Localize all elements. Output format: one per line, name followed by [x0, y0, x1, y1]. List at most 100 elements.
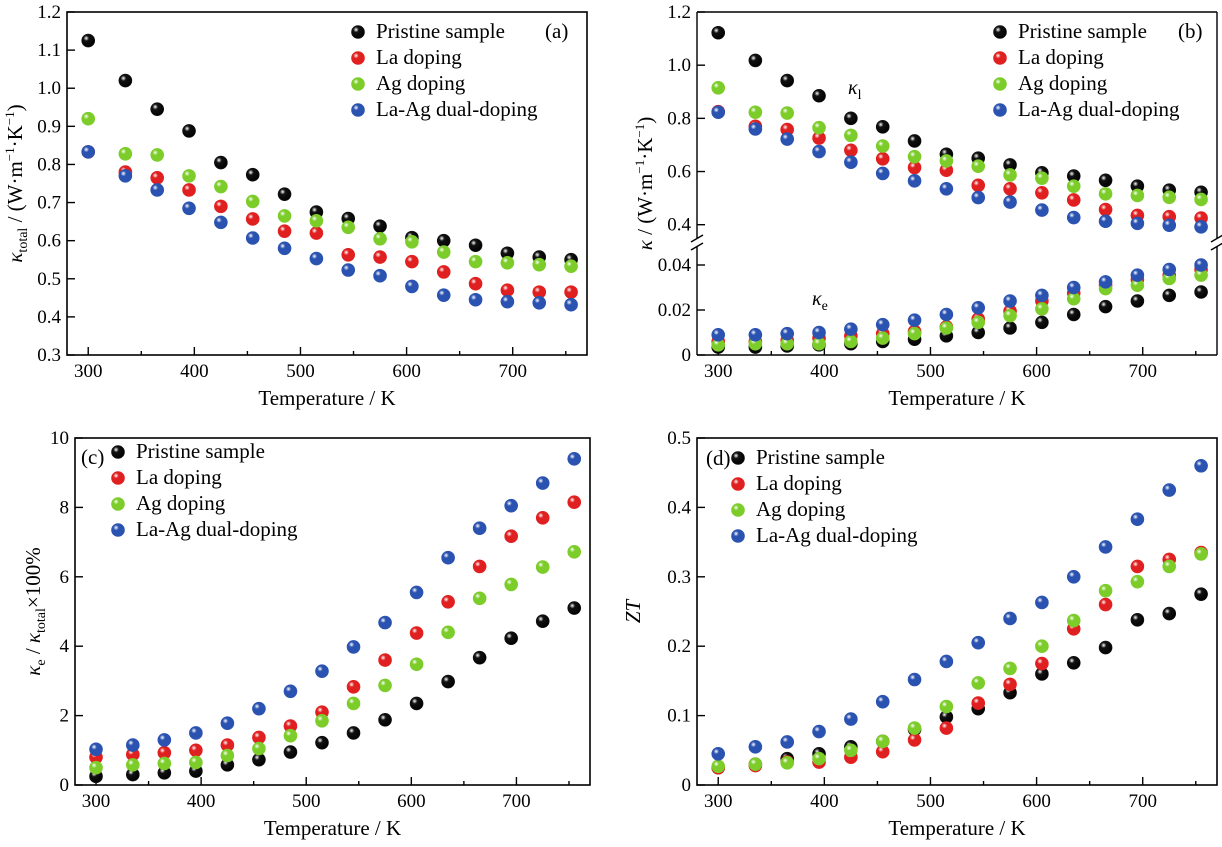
- x-axis-label: Temperature / K: [258, 386, 395, 410]
- data-point: [844, 743, 858, 758]
- data-point: [504, 631, 518, 646]
- lattice-series-ag-doping: [711, 80, 1208, 207]
- data-point: [812, 120, 826, 135]
- data-point: [939, 307, 954, 322]
- y-tick-label: 0.8: [37, 154, 61, 175]
- data-point: [711, 746, 726, 761]
- panel-label: (c): [81, 445, 104, 469]
- legend-entry: Ag doping: [1018, 71, 1108, 95]
- legend-entry: Pristine sample: [136, 439, 265, 463]
- annotation-label: κl: [848, 77, 862, 103]
- data-point: [1003, 611, 1017, 626]
- data-point: [875, 151, 890, 166]
- data-point: [907, 326, 922, 341]
- legend-marker: [731, 503, 745, 517]
- data-point: [812, 724, 826, 739]
- data-point: [277, 241, 292, 256]
- data-point: [504, 529, 518, 544]
- data-point: [1098, 597, 1113, 612]
- y-tick-label: 1.2: [667, 2, 691, 23]
- x-tick-label: 300: [704, 361, 733, 382]
- data-point: [1035, 203, 1049, 217]
- y-tick-label: 0.3: [37, 345, 61, 366]
- data-point: [875, 166, 890, 181]
- series-la-ag-dual-doping: [89, 452, 582, 757]
- legend-marker: [351, 25, 365, 39]
- data-point: [1066, 656, 1081, 670]
- series-pristine-sample: [89, 601, 582, 784]
- data-point: [441, 625, 455, 640]
- legend-entry: La-Ag dual-doping: [1018, 97, 1180, 121]
- data-point: [1162, 218, 1177, 233]
- data-point: [1194, 192, 1208, 207]
- data-point: [535, 476, 550, 490]
- data-point: [214, 215, 228, 230]
- data-point: [309, 251, 324, 266]
- data-point: [126, 738, 140, 752]
- data-point: [844, 143, 858, 158]
- data-point: [812, 751, 826, 766]
- y-tick-label: 4: [60, 636, 70, 657]
- data-point: [472, 559, 487, 574]
- data-point: [309, 226, 324, 240]
- data-point: [1194, 285, 1208, 299]
- data-point: [283, 728, 298, 743]
- data-point: [436, 245, 451, 259]
- legend-entry: La doping: [136, 465, 222, 489]
- data-point: [907, 174, 922, 188]
- data-point: [971, 190, 986, 205]
- data-point: [1003, 677, 1017, 692]
- y-tick-label: 1.0: [37, 78, 61, 99]
- y-tick-label: 0: [682, 775, 692, 796]
- axis-break-mark: [690, 234, 704, 243]
- y-tick-label: 1.1: [37, 40, 61, 61]
- data-point: [436, 265, 451, 279]
- y-tick-label: 0.5: [667, 428, 691, 449]
- data-point: [1162, 559, 1177, 574]
- y-tick-label: 0.04: [658, 255, 692, 276]
- y-tick-label: 8: [60, 497, 70, 518]
- data-point: [1162, 288, 1177, 303]
- data-point: [1003, 195, 1017, 209]
- data-point: [89, 742, 103, 757]
- data-point: [81, 145, 96, 159]
- data-point: [1035, 595, 1049, 610]
- data-point: [780, 755, 795, 770]
- data-point: [748, 122, 763, 136]
- data-point: [939, 721, 954, 735]
- data-point: [535, 560, 550, 574]
- data-point: [500, 255, 515, 270]
- series-la-doping: [81, 145, 578, 299]
- data-point: [1130, 512, 1145, 526]
- data-point: [468, 254, 483, 269]
- data-point: [315, 735, 329, 750]
- data-point: [1003, 182, 1017, 196]
- data-point: [373, 268, 387, 283]
- y-axis-label: ZT: [621, 599, 645, 624]
- legend-entry: Pristine sample: [376, 19, 505, 43]
- x-tick-label: 500: [292, 791, 321, 812]
- electronic-series-la-ag-dual-doping: [711, 258, 1208, 342]
- data-point: [1162, 606, 1177, 621]
- data-point: [405, 279, 419, 294]
- legend-marker: [731, 529, 745, 543]
- data-point: [245, 194, 260, 209]
- data-point: [118, 73, 133, 88]
- data-point: [875, 694, 890, 709]
- data-point: [157, 733, 172, 747]
- data-point: [939, 654, 954, 669]
- data-point: [1098, 202, 1113, 217]
- data-point: [468, 238, 483, 253]
- data-point: [1003, 168, 1017, 182]
- data-point: [409, 626, 424, 640]
- panel-a: 0.3 0.4 0.5 0.6 0.7 0.8 0.9 1.0 1.1 1.2 300 400 500 6…: [2, 2, 588, 410]
- y-tick-label: 0.9: [37, 116, 61, 137]
- data-point: [405, 254, 419, 269]
- data-point: [441, 594, 455, 609]
- data-point: [748, 740, 763, 754]
- data-point: [812, 144, 826, 159]
- y-tick-label: 0: [60, 775, 70, 796]
- data-point: [711, 80, 726, 95]
- data-point: [1194, 258, 1208, 272]
- data-point: [844, 322, 858, 336]
